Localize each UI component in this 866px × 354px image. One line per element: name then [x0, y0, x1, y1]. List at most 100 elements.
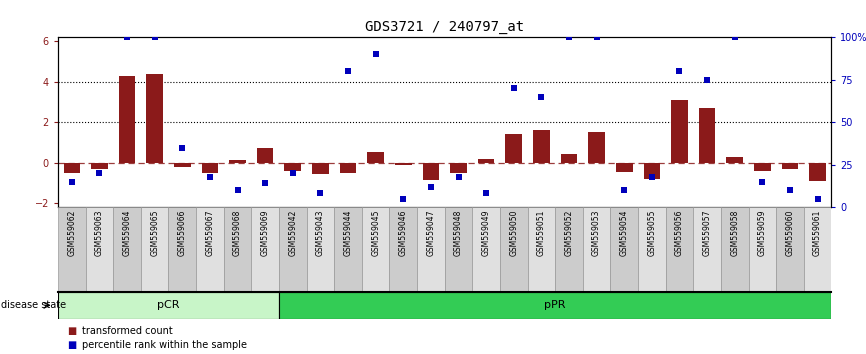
Text: GSM559059: GSM559059 [758, 210, 766, 256]
FancyBboxPatch shape [721, 207, 748, 292]
Point [397, 196, 410, 201]
Bar [285, 162, 301, 171]
FancyBboxPatch shape [279, 292, 831, 319]
Bar [339, 162, 356, 173]
Point [65, 179, 79, 184]
Text: ■: ■ [67, 326, 76, 336]
Point [286, 170, 300, 176]
Text: GSM559069: GSM559069 [261, 210, 269, 256]
Text: GSM559044: GSM559044 [344, 210, 352, 256]
Bar [588, 132, 604, 162]
Text: GSM559065: GSM559065 [150, 210, 159, 256]
Bar [506, 134, 522, 162]
Point [727, 34, 741, 40]
FancyBboxPatch shape [196, 207, 223, 292]
Point [176, 145, 190, 150]
Bar [699, 108, 715, 162]
Point [590, 34, 604, 40]
Text: transformed count: transformed count [82, 326, 173, 336]
Point [120, 34, 134, 40]
Text: GSM559045: GSM559045 [372, 210, 380, 256]
FancyBboxPatch shape [251, 207, 279, 292]
Point [507, 85, 520, 91]
Text: GSM559064: GSM559064 [123, 210, 132, 256]
Bar [643, 162, 660, 179]
Point [700, 77, 714, 82]
FancyBboxPatch shape [58, 207, 86, 292]
Bar [782, 162, 798, 169]
FancyBboxPatch shape [58, 292, 279, 319]
Point [93, 170, 107, 176]
Text: GSM559052: GSM559052 [565, 210, 573, 256]
Text: GSM559063: GSM559063 [95, 210, 104, 256]
FancyBboxPatch shape [444, 207, 472, 292]
FancyBboxPatch shape [748, 207, 776, 292]
Text: GSM559047: GSM559047 [426, 210, 436, 256]
Text: GSM559051: GSM559051 [537, 210, 546, 256]
FancyBboxPatch shape [141, 207, 169, 292]
Point [451, 174, 465, 179]
Point [479, 191, 493, 196]
Point [645, 174, 659, 179]
Bar [754, 162, 771, 171]
Point [811, 196, 824, 201]
Text: percentile rank within the sample: percentile rank within the sample [82, 340, 248, 350]
FancyBboxPatch shape [583, 207, 611, 292]
Bar [257, 148, 274, 162]
Text: GSM559056: GSM559056 [675, 210, 684, 256]
Text: GSM559068: GSM559068 [233, 210, 242, 256]
Text: GSM559066: GSM559066 [178, 210, 187, 256]
Bar [119, 76, 135, 162]
FancyBboxPatch shape [776, 207, 804, 292]
Bar [146, 74, 163, 162]
Point [341, 68, 355, 74]
Text: GSM559050: GSM559050 [509, 210, 518, 256]
Text: GSM559046: GSM559046 [398, 210, 408, 256]
FancyBboxPatch shape [694, 207, 721, 292]
Bar [312, 162, 329, 174]
Bar [202, 162, 218, 173]
FancyBboxPatch shape [113, 207, 141, 292]
Text: GSM559058: GSM559058 [730, 210, 740, 256]
Bar [560, 154, 578, 162]
Text: ■: ■ [67, 340, 76, 350]
Point [148, 34, 162, 40]
Point [617, 187, 631, 193]
FancyBboxPatch shape [555, 207, 583, 292]
FancyBboxPatch shape [362, 207, 390, 292]
Text: GSM559048: GSM559048 [454, 210, 463, 256]
FancyBboxPatch shape [611, 207, 638, 292]
Point [534, 94, 548, 99]
Point [369, 51, 383, 57]
Bar [616, 162, 632, 172]
FancyBboxPatch shape [307, 207, 334, 292]
Bar [367, 153, 384, 162]
Text: GSM559057: GSM559057 [702, 210, 712, 256]
Point [258, 181, 272, 186]
Text: GSM559060: GSM559060 [785, 210, 794, 256]
Text: GSM559042: GSM559042 [288, 210, 297, 256]
FancyBboxPatch shape [417, 207, 444, 292]
Point [230, 187, 244, 193]
Text: GSM559062: GSM559062 [68, 210, 76, 256]
Text: disease state: disease state [1, 300, 66, 310]
Bar [450, 162, 467, 173]
Point [313, 191, 327, 196]
FancyBboxPatch shape [638, 207, 666, 292]
Text: GSM559061: GSM559061 [813, 210, 822, 256]
Point [424, 184, 438, 189]
Bar [229, 160, 246, 162]
FancyBboxPatch shape [527, 207, 555, 292]
Text: GSM559054: GSM559054 [620, 210, 629, 256]
FancyBboxPatch shape [86, 207, 113, 292]
Text: GSM559055: GSM559055 [648, 210, 656, 256]
Text: GSM559049: GSM559049 [481, 210, 491, 256]
FancyBboxPatch shape [334, 207, 362, 292]
FancyBboxPatch shape [666, 207, 694, 292]
Point [562, 34, 576, 40]
Point [755, 179, 769, 184]
Text: GSM559043: GSM559043 [316, 210, 325, 256]
Text: GSM559053: GSM559053 [592, 210, 601, 256]
Point [673, 68, 687, 74]
Point [203, 174, 216, 179]
